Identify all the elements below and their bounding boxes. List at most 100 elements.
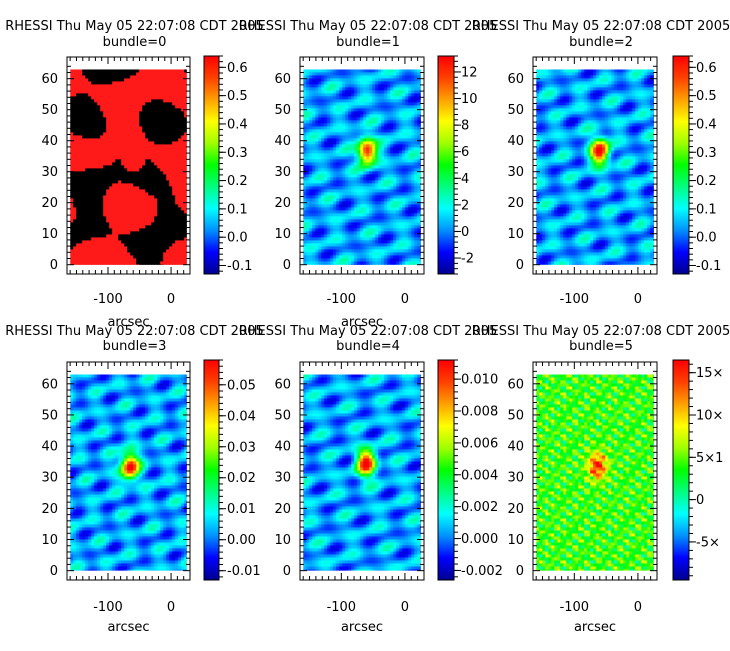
x-tick-label: 0 — [167, 600, 175, 615]
x-tick-label: 0 — [634, 600, 642, 615]
heatmap-image — [536, 374, 654, 571]
y-tick-label: 60 — [274, 377, 291, 392]
y-tick-label: 50 — [507, 103, 524, 118]
chart-subtitle: bundle=1 — [336, 35, 400, 50]
chart-title: RHESSI Thu May 05 22:07:08 CDT 2005 — [5, 19, 264, 34]
colorbar-tick-label: 0.0 — [696, 231, 717, 246]
colorbar — [437, 55, 455, 275]
y-tick-label: 0 — [283, 258, 291, 273]
y-tick-label: 30 — [41, 165, 58, 180]
x-tick-label: 0 — [401, 292, 409, 307]
chart-subtitle: bundle=3 — [103, 339, 167, 354]
panel-2: -100 0 0 10 20 30 40 50 60 -0.1 0.0 0.1 0.2 0.3 0.4 0.5… — [507, 55, 721, 307]
y-tick-label: 50 — [41, 103, 58, 118]
y-tick-label: 30 — [507, 471, 524, 486]
colorbar-tick-label: 0.004 — [461, 468, 498, 483]
y-tick-label: 60 — [274, 72, 291, 87]
y-tick-label: 60 — [41, 72, 58, 87]
y-tick-label: 30 — [507, 165, 524, 180]
colorbar-tick-label: 10 — [461, 92, 478, 107]
y-tick-label: 20 — [41, 196, 58, 211]
colorbar — [203, 55, 220, 275]
colorbar-tick-label: -0.1 — [227, 259, 252, 274]
x-tick-label: 0 — [401, 600, 409, 615]
chart-title: RHESSI Thu May 05 22:07:08 CDT 2005 — [239, 19, 498, 34]
y-tick-label: 40 — [41, 440, 58, 455]
panel-0: -100 0 0 10 20 30 40 50 60 arcsec -0.1 0.0 0.1 0.2 0.3… — [41, 55, 252, 330]
colorbar-tick-label: 0.0 — [227, 231, 248, 246]
x-axis-label: arcsec — [107, 315, 149, 330]
colorbar-tick-label: 0.002 — [461, 500, 498, 515]
colorbar-tick-label: -0.01 — [227, 564, 261, 579]
heatmap-image — [536, 69, 654, 265]
heatmap-image — [303, 69, 421, 265]
panel-3: -100 0 0 10 20 30 40 50 60 arcsec -0.01 0.00 0.01 0.0… — [41, 359, 261, 635]
y-tick-label: 20 — [274, 502, 291, 517]
y-tick-label: 50 — [274, 103, 291, 118]
colorbar-tick-label: 0.2 — [696, 174, 717, 189]
colorbar-tick-label: -0.002 — [461, 564, 503, 579]
colorbar-tick-label: 0.01 — [227, 502, 256, 517]
y-tick-label: 0 — [50, 258, 58, 273]
panel-4: -100 0 0 10 20 30 40 50 60 arcsec -0.002 0.000 0.002… — [274, 359, 503, 635]
y-tick-label: 50 — [41, 408, 58, 423]
heatmap-image — [70, 69, 187, 265]
heatmap-image — [303, 374, 421, 571]
x-tick-label: -100 — [93, 600, 123, 615]
colorbar — [203, 359, 220, 581]
colorbar-tick-label: 0.000 — [461, 532, 498, 547]
chart-title: RHESSI Thu May 05 22:07:08 CDT 2005 — [472, 19, 730, 34]
colorbar-tick-label: -2 — [461, 252, 474, 267]
y-tick-label: 20 — [41, 502, 58, 517]
chart-subtitle: bundle=4 — [336, 339, 400, 354]
colorbar-tick-label: -5× — [696, 535, 720, 550]
y-tick-label: 0 — [516, 564, 524, 579]
x-tick-label: 0 — [167, 292, 175, 307]
panel-1: -100 0 0 10 20 30 40 50 60 arcsec -2 0 2 4 6 8 10 12 — [274, 55, 478, 330]
heatmap-image — [70, 374, 187, 571]
colorbar — [672, 55, 690, 275]
colorbar-tick-label: 0.2 — [227, 174, 248, 189]
x-tick-label: 0 — [634, 292, 642, 307]
y-tick-label: 10 — [41, 533, 58, 548]
colorbar-tick-label: 2 — [461, 198, 469, 213]
y-tick-label: 10 — [507, 533, 524, 548]
y-tick-label: 60 — [41, 377, 58, 392]
y-tick-label: 20 — [274, 196, 291, 211]
colorbar-tick-label: 15× — [696, 366, 723, 381]
colorbar-tick-label: 0 — [461, 225, 469, 240]
chart-title: RHESSI Thu May 05 22:07:08 CDT 2005 — [5, 324, 264, 339]
colorbar-tick-label: 0.3 — [227, 146, 248, 161]
y-tick-label: 50 — [274, 408, 291, 423]
x-tick-label: -100 — [327, 292, 357, 307]
x-axis-label: arcsec — [341, 315, 383, 330]
colorbar-tick-label: 0.02 — [227, 471, 256, 486]
colorbar-tick-label: 0.00 — [227, 533, 256, 548]
colorbar-tick-label: 0.5 — [227, 89, 248, 104]
y-tick-label: 0 — [50, 564, 58, 579]
y-tick-label: 0 — [516, 258, 524, 273]
chart-title: RHESSI Thu May 05 22:07:08 CDT 2005 — [472, 324, 730, 339]
colorbar-tick-label: 0.006 — [461, 436, 498, 451]
colorbar-tick-label: 0.6 — [227, 61, 248, 76]
y-tick-label: 40 — [507, 134, 524, 149]
colorbar-tick-label: -0.1 — [696, 259, 721, 274]
colorbar-tick-label: 0.1 — [696, 202, 717, 217]
colorbar-tick-label: 0.4 — [696, 117, 717, 132]
y-tick-label: 40 — [507, 440, 524, 455]
colorbar — [672, 359, 690, 581]
chart-subtitle: bundle=5 — [569, 339, 633, 354]
y-tick-label: 40 — [274, 440, 291, 455]
y-tick-label: 0 — [283, 564, 291, 579]
y-tick-label: 10 — [507, 227, 524, 242]
colorbar-tick-label: 0.05 — [227, 378, 256, 393]
colorbar-tick-label: 0.008 — [461, 405, 498, 420]
y-tick-label: 10 — [41, 227, 58, 242]
y-tick-label: 40 — [41, 134, 58, 149]
chart-title: RHESSI Thu May 05 22:07:08 CDT 2005 — [239, 324, 498, 339]
x-axis-label: arcsec — [107, 620, 149, 635]
colorbar-tick-label: 10× — [696, 409, 723, 424]
colorbar-tick-label: 0.3 — [696, 146, 717, 161]
colorbar-tick-label: 0.010 — [461, 373, 498, 388]
x-tick-label: -100 — [560, 600, 590, 615]
